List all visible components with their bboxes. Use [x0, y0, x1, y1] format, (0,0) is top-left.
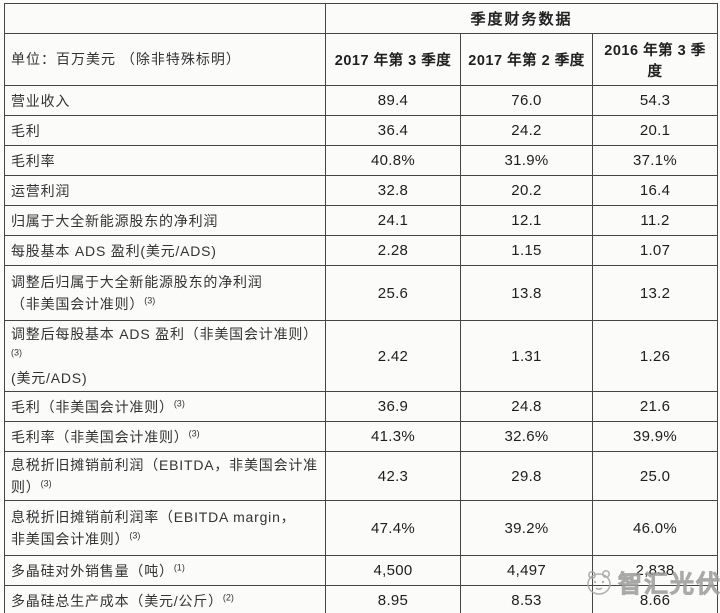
- table-row: 息税折旧摊销前利润率（EBITDA margin， 非美国会计准则）(3) 47.…: [4, 500, 719, 556]
- table-row: 每股基本 ADS 盈利(美元/ADS) 2.28 1.15 1.07: [4, 235, 719, 266]
- metric-label: 多晶硅总生产成本（美元/公斤）(2): [4, 585, 326, 613]
- table-title: 季度财务数据: [324, 3, 719, 34]
- metric-value: 40.8%: [325, 145, 461, 176]
- metric-value: 4,497: [460, 555, 593, 586]
- column-header-q2-2017: 2017 年第 2 季度: [460, 33, 593, 86]
- table-row: 多晶硅总生产成本（美元/公斤）(2) 8.95 8.53 8.66: [4, 585, 719, 613]
- metric-value: 12.1: [460, 205, 593, 236]
- metric-value: 2.28: [325, 235, 461, 266]
- metric-label: 息税折旧摊销前利润（EBITDA，非美国会计准则）(3): [4, 451, 326, 501]
- metric-value: 89.4: [325, 85, 461, 116]
- metric-value: 4,500: [325, 555, 461, 586]
- metric-value: 32.6%: [460, 421, 593, 452]
- metric-label: 调整后每股基本 ADS 盈利（非美国会计准则）(3) (美元/ADS): [4, 320, 326, 392]
- metric-value: 20.1: [591, 115, 719, 146]
- metric-value: 24.8: [460, 391, 593, 422]
- table-row: 毛利率 40.8% 31.9% 37.1%: [4, 145, 719, 176]
- metric-value: 13.2: [591, 265, 719, 321]
- metric-value: 37.1%: [591, 145, 719, 176]
- column-header-q3-2016: 2016 年第 3 季度: [591, 33, 719, 86]
- metric-value: 42.3: [325, 451, 461, 501]
- quarterly-financials-table: 季度财务数据 单位：百万美元 （除非特殊标明） 2017 年第 3 季度 201…: [4, 3, 719, 613]
- table-row: 息税折旧摊销前利润（EBITDA，非美国会计准则）(3) 42.3 29.8 2…: [4, 451, 719, 501]
- metric-value: 36.9: [325, 391, 461, 422]
- table-row: 毛利 36.4 24.2 20.1: [4, 115, 719, 146]
- metric-label: 每股基本 ADS 盈利(美元/ADS): [4, 235, 326, 266]
- metric-label: 营业收入: [4, 85, 326, 116]
- table-row: 毛利率（非美国会计准则）(3) 41.3% 32.6% 39.9%: [4, 421, 719, 452]
- table-row: 运营利润 32.8 20.2 16.4: [4, 175, 719, 206]
- metric-value: 41.3%: [325, 421, 461, 452]
- metric-value: 29.8: [460, 451, 593, 501]
- metric-value: 13.8: [460, 265, 593, 321]
- metric-value: 31.9%: [460, 145, 593, 176]
- metric-value: 8.53: [460, 585, 593, 613]
- table-row: 调整后每股基本 ADS 盈利（非美国会计准则）(3) (美元/ADS) 2.42 …: [4, 320, 719, 392]
- column-header-q3-2017: 2017 年第 3 季度: [325, 33, 461, 86]
- metric-value: 24.1: [325, 205, 461, 236]
- metric-value: 20.2: [460, 175, 593, 206]
- metric-value: 8.95: [325, 585, 461, 613]
- metric-value: 39.2%: [460, 500, 593, 556]
- metric-value: 76.0: [460, 85, 593, 116]
- unit-line1: 单位：百万美元: [11, 51, 116, 67]
- table-row: 多晶硅对外销售量（吨）(1) 4,500 4,497 2,838: [4, 555, 719, 586]
- metric-value: 39.9%: [591, 421, 719, 452]
- metric-label: 毛利（非美国会计准则）(3): [4, 391, 326, 422]
- metric-label: 归属于大全新能源股东的净利润: [4, 205, 326, 236]
- metric-label: 运营利润: [4, 175, 326, 206]
- metric-value: 1.07: [591, 235, 719, 266]
- metric-value: 1.31: [460, 320, 593, 392]
- metric-value: 54.3: [591, 85, 719, 116]
- metric-value: 2.42: [325, 320, 461, 392]
- table-row: 归属于大全新能源股东的净利润 24.1 12.1 11.2: [4, 205, 719, 236]
- table-title-row: 季度财务数据: [4, 3, 719, 34]
- top-left-empty-cell: [4, 3, 326, 34]
- metric-label: 息税折旧摊销前利润率（EBITDA margin， 非美国会计准则）(3): [4, 500, 326, 556]
- unit-header-cell: 单位：百万美元 （除非特殊标明）: [4, 33, 326, 86]
- metric-label: 毛利率（非美国会计准则）(3): [4, 421, 326, 452]
- metric-value: 8.66: [591, 585, 719, 613]
- table-row: 调整后归属于大全新能源股东的净利润 （非美国会计准则）(3) 25.6 13.8 …: [4, 265, 719, 321]
- table-row: 营业收入 89.4 76.0 54.3: [4, 85, 719, 116]
- metric-value: 25.0: [591, 451, 719, 501]
- metric-value: 21.6: [591, 391, 719, 422]
- metric-label: 毛利率: [4, 145, 326, 176]
- metric-value: 16.4: [591, 175, 719, 206]
- table-row: 毛利（非美国会计准则）(3) 36.9 24.8 21.6: [4, 391, 719, 422]
- metric-value: 1.26: [591, 320, 719, 392]
- metric-value: 46.0%: [591, 500, 719, 556]
- metric-value: 11.2: [591, 205, 719, 236]
- metric-value: 32.8: [325, 175, 461, 206]
- metric-value: 25.6: [325, 265, 461, 321]
- metric-value: 1.15: [460, 235, 593, 266]
- metric-label: 毛利: [4, 115, 326, 146]
- metric-label: 多晶硅对外销售量（吨）(1): [4, 555, 326, 586]
- metric-value: 47.4%: [325, 500, 461, 556]
- metric-value: 24.2: [460, 115, 593, 146]
- metric-value: 36.4: [325, 115, 461, 146]
- unit-line2: （除非特殊标明）: [120, 51, 241, 67]
- column-header-row: 单位：百万美元 （除非特殊标明） 2017 年第 3 季度 2017 年第 2 …: [4, 33, 719, 86]
- metric-label: 调整后归属于大全新能源股东的净利润 （非美国会计准则）(3): [4, 265, 326, 321]
- metric-value: 2,838: [591, 555, 719, 586]
